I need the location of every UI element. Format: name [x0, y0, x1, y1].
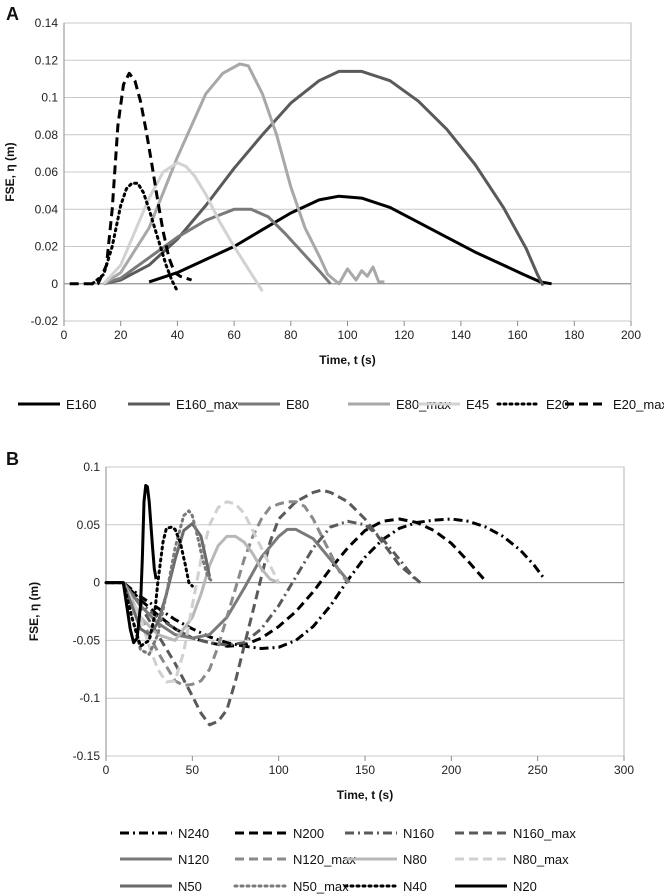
legend-label: N200 [293, 826, 324, 841]
legend-item-e45: E45 [418, 397, 489, 412]
panel-a-xtick-label: 120 [394, 328, 414, 342]
series-line-n240 [106, 517, 545, 650]
legend-item-n50: N50 [120, 879, 202, 894]
legend-label: N50 [178, 879, 202, 894]
legend-label: E20 [546, 397, 569, 412]
legend-label: N80_max [513, 852, 569, 867]
panel-b-y-axis-title: FSE, η (m) [27, 582, 41, 641]
panel-a-y-axis-title: FSE, η (m) [3, 142, 17, 201]
series-line-n80 [106, 534, 280, 642]
panel-b-series-group [104, 484, 545, 727]
legend-item-n80: N80 [345, 852, 427, 867]
series-line-n160-max [106, 488, 422, 727]
series-line-e160-max [103, 69, 545, 287]
series-line-e160 [148, 194, 552, 286]
legend-item-n20: N20 [455, 879, 537, 894]
legend-item-n50-max: N50_max [233, 879, 349, 894]
panel-a-xtick-label: 0 [61, 328, 68, 342]
legend-item-n120-max: N120_max [235, 852, 356, 867]
panel-b-plot-border [105, 466, 625, 757]
panel-a-label: A [6, 4, 19, 24]
legend-item-e20: E20 [496, 397, 569, 412]
legend-item-e20-max: E20_max [565, 397, 664, 412]
panel-a-ytick-label: 0 [51, 277, 58, 291]
panel-b-xtick-label: 0 [103, 763, 110, 777]
legend-label: N240 [178, 826, 209, 841]
panel-a-xtick-label: 20 [114, 328, 128, 342]
legend-label: N160_max [513, 826, 576, 841]
series-line-e20-max [69, 71, 193, 286]
panel-a-ytick-label: 0.06 [35, 165, 59, 179]
panel-b-ytick-label: -0.15 [73, 749, 101, 763]
panel-a-ytick-label: 0.12 [35, 53, 59, 67]
series-line-e45 [102, 161, 264, 293]
panel-a-xtick-label: 80 [284, 328, 298, 342]
panel-b-x-axis-title: Time, t (s) [337, 788, 393, 802]
legend-label: N20 [513, 879, 537, 894]
panel-b-legend: N240 N200 N160 N160_max N120 N120_max N80 N80_m… [120, 826, 576, 894]
panel-b-xtick-label: 150 [355, 763, 375, 777]
panel-b-xtick-label: 300 [614, 763, 634, 777]
series-line-n80-max [106, 500, 281, 684]
legend-label: N40 [403, 879, 427, 894]
legend-label: E45 [466, 397, 489, 412]
panel-a-xtick-label: 60 [227, 328, 241, 342]
panel-b-xtick-label: 50 [186, 763, 200, 777]
panel-a-ytick-label: 0.14 [35, 16, 59, 30]
panel-b-xtick-label: 200 [441, 763, 461, 777]
panel-b-chart: B -0.15 -0.1 -0.05 0 0.05 0.1 0 50 100 150 200 250 30… [6, 449, 634, 894]
series-line-e20 [90, 181, 179, 293]
panel-a-xtick-label: 180 [564, 328, 584, 342]
legend-label: N50_max [293, 879, 349, 894]
series-line-n50-max [104, 509, 215, 656]
panel-b-ytick-label: -0.1 [79, 691, 100, 705]
legend-label: N80 [403, 852, 427, 867]
legend-item-n120: N120 [120, 852, 209, 867]
panel-a-xtick-label: 200 [621, 328, 641, 342]
panel-b-ytick-label: 0.05 [77, 518, 101, 532]
legend-label: E160 [66, 397, 96, 412]
series-line-n120 [106, 527, 351, 640]
legend-label: N120 [178, 852, 209, 867]
panel-b-xtick-label: 250 [528, 763, 548, 777]
legend-item-n40: N40 [343, 879, 427, 894]
series-line-n20 [106, 484, 158, 645]
panel-a-ytick-label: 0.1 [41, 91, 58, 105]
panel-b-label: B [6, 449, 19, 469]
panel-a-ytick-label: 0.08 [35, 128, 59, 142]
legend-item-e80: E80 [238, 397, 309, 412]
legend-label: N120_max [293, 852, 356, 867]
legend-label: E80 [286, 397, 309, 412]
panel-a-xtick-label: 140 [451, 328, 471, 342]
legend-item-e160: E160 [18, 397, 96, 412]
panel-b-ytick-label: 0.1 [83, 460, 100, 474]
legend-item-n240: N240 [120, 826, 209, 841]
panel-a-ytick-label: 0.02 [35, 240, 59, 254]
legend-label: N160 [403, 826, 434, 841]
panel-a-x-axis-title: Time, t (s) [319, 353, 375, 367]
panel-b-ytick-label: -0.05 [73, 633, 101, 647]
panel-a-series-group [69, 62, 552, 293]
legend-label: E160_max [176, 397, 239, 412]
panel-a-ytick-label: 0.04 [35, 202, 59, 216]
panel-b-ytick-label: 0 [93, 576, 100, 590]
series-line-n40 [104, 525, 194, 648]
panel-a-xtick-label: 160 [508, 328, 528, 342]
legend-item-n80-max: N80_max [455, 852, 569, 867]
panel-a-ytick-label: -0.02 [31, 314, 59, 328]
legend-item-n200: N200 [235, 826, 324, 841]
panel-b-xtick-label: 100 [269, 763, 289, 777]
panel-a-xtick-label: 40 [171, 328, 185, 342]
series-line-e80 [103, 207, 332, 286]
legend-label: E20_max [613, 397, 664, 412]
panel-a-xtick-label: 100 [337, 328, 357, 342]
legend-item-n160: N160 [345, 826, 434, 841]
series-line-e80-max [102, 62, 385, 286]
legend-item-e160-max: E160_max [128, 397, 239, 412]
legend-item-n160-max: N160_max [455, 826, 576, 841]
